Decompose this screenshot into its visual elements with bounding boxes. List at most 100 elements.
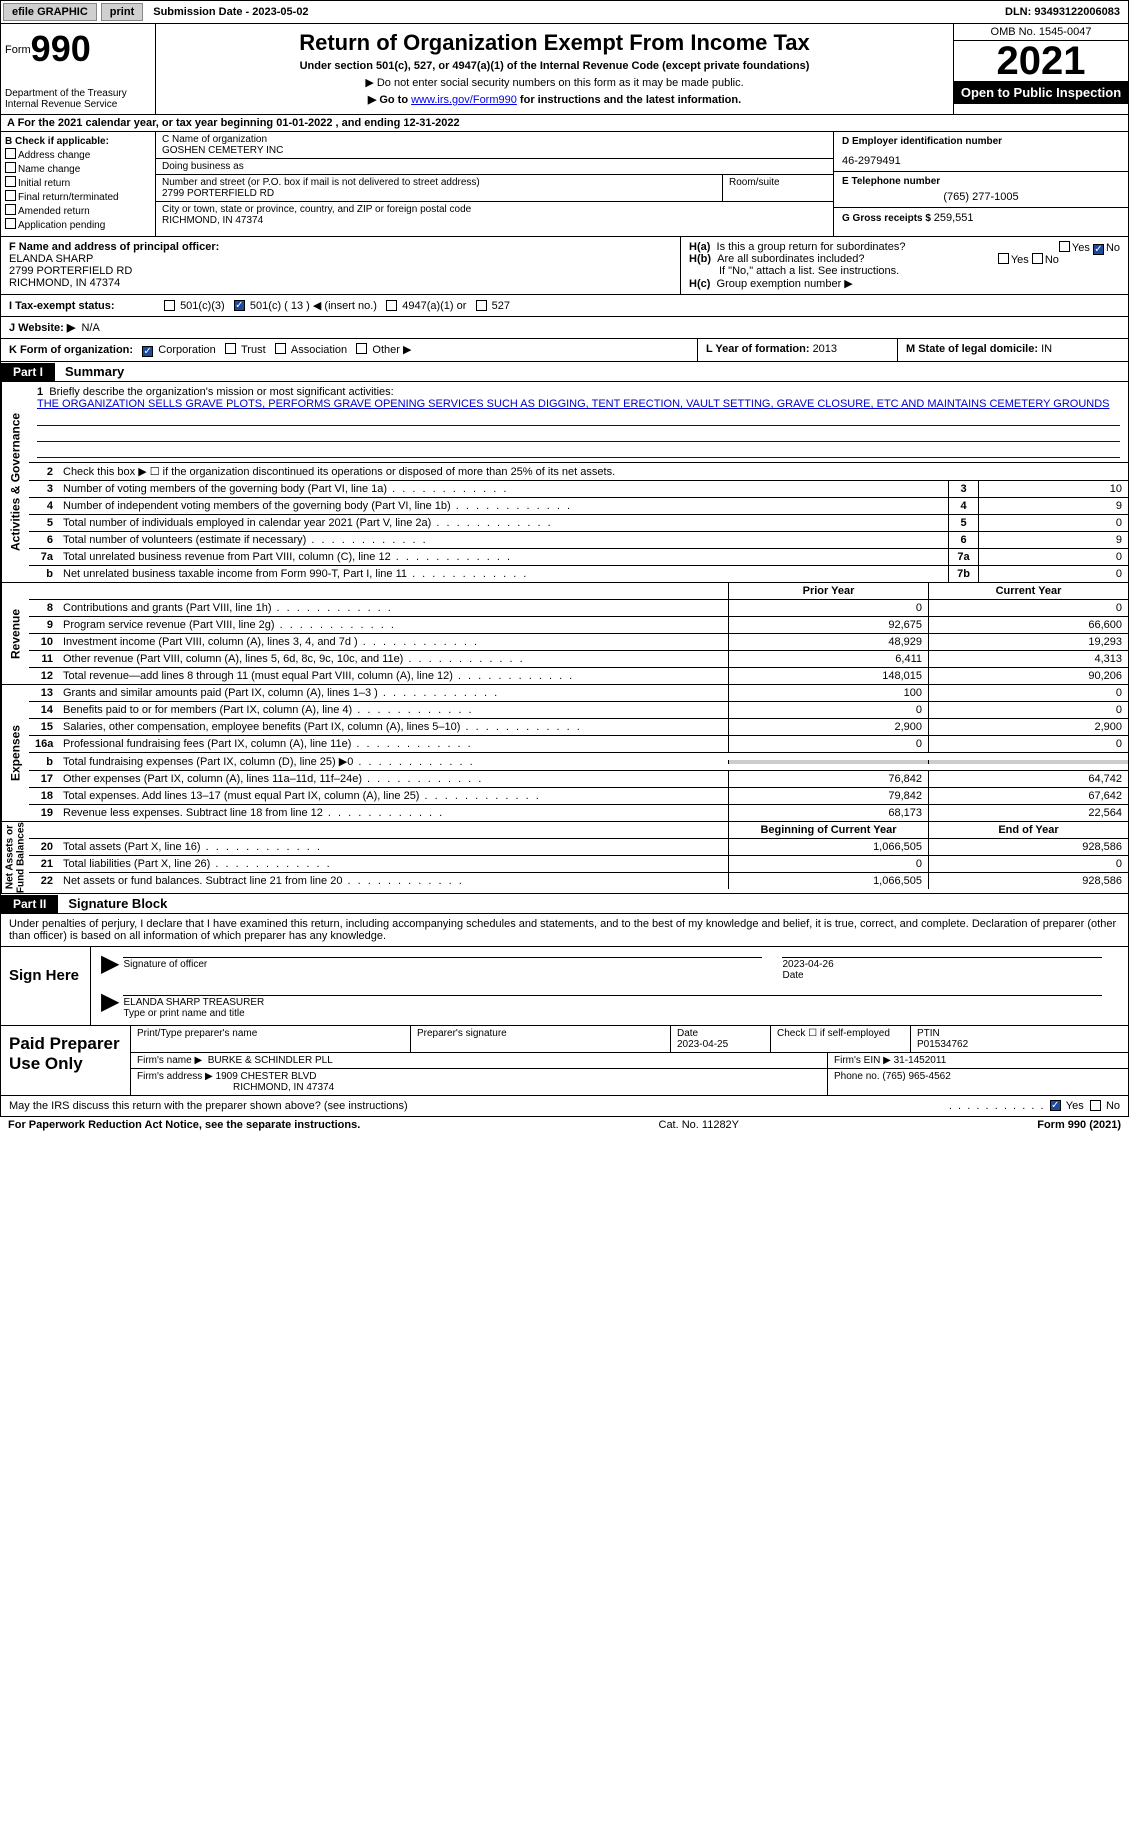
line-9: 9Program service revenue (Part VIII, lin…: [29, 617, 1128, 634]
ha-yes[interactable]: [1059, 241, 1070, 252]
hb-no[interactable]: [1032, 253, 1043, 264]
col-c-entity: C Name of organization GOSHEN CEMETERY I…: [156, 132, 833, 236]
line-22: 22Net assets or fund balances. Subtract …: [29, 873, 1128, 889]
sig-date: 2023-04-26: [782, 959, 833, 970]
form-number: Form990: [5, 28, 151, 70]
top-bar: efile GRAPHIC print Submission Date - 20…: [0, 0, 1129, 24]
form-title: Return of Organization Exempt From Incom…: [160, 30, 949, 56]
cb-amended[interactable]: [5, 204, 16, 215]
hb-yes[interactable]: [998, 253, 1009, 264]
sign-here-label: Sign Here: [1, 947, 91, 1025]
vlabel-expenses: Expenses: [1, 685, 29, 821]
line-11: 11Other revenue (Part VIII, column (A), …: [29, 651, 1128, 668]
street-label: Number and street (or P.O. box if mail i…: [162, 177, 716, 188]
ein-label: D Employer identification number: [842, 136, 1120, 147]
discuss-row: May the IRS discuss this return with the…: [0, 1096, 1129, 1117]
vlabel-activities: Activities & Governance: [1, 382, 29, 582]
cb-assoc[interactable]: [275, 343, 286, 354]
discuss-no[interactable]: [1090, 1100, 1101, 1111]
gov-line-7b: bNet unrelated business taxable income f…: [29, 566, 1128, 582]
row-j-website: J Website: ▶ N/A: [0, 317, 1129, 339]
cb-corp[interactable]: [142, 346, 153, 357]
city-label: City or town, state or province, country…: [162, 204, 827, 215]
prep-self-label: Check ☐ if self-employed: [777, 1028, 890, 1039]
gov-line-3: 3Number of voting members of the governi…: [29, 481, 1128, 498]
open-inspection: Open to Public Inspection: [954, 81, 1128, 104]
efile-button[interactable]: efile GRAPHIC: [3, 3, 97, 21]
ha-no[interactable]: [1093, 244, 1104, 255]
line-15: 15Salaries, other compensation, employee…: [29, 719, 1128, 736]
line-19: 19Revenue less expenses. Subtract line 1…: [29, 805, 1128, 821]
line-20: 20Total assets (Part X, line 16)1,066,50…: [29, 839, 1128, 856]
form-note1: ▶ Do not enter social security numbers o…: [160, 76, 949, 89]
prep-addr: 1909 CHESTER BLVD: [216, 1071, 317, 1082]
penalty-text: Under penalties of perjury, I declare th…: [0, 914, 1129, 947]
discuss-yes[interactable]: [1050, 1100, 1061, 1111]
gov-line-4: 4Number of independent voting members of…: [29, 498, 1128, 515]
revenue-col-headers: Prior Year Current Year: [29, 583, 1128, 600]
irs-link[interactable]: www.irs.gov/Form990: [411, 94, 517, 106]
gov-line-7a: 7aTotal unrelated business revenue from …: [29, 549, 1128, 566]
cb-initial-return[interactable]: [5, 176, 16, 187]
cb-app-pending[interactable]: [5, 218, 16, 229]
cb-trust[interactable]: [225, 343, 236, 354]
room-label: Room/suite: [729, 177, 827, 188]
prep-date: 2023-04-25: [677, 1039, 728, 1050]
line-10: 10Investment income (Part VIII, column (…: [29, 634, 1128, 651]
prep-firm: BURKE & SCHINDLER PLL: [208, 1055, 333, 1066]
revenue-section: Revenue Prior Year Current Year 8Contrib…: [0, 583, 1129, 685]
prep-phone: (765) 965-4562: [882, 1071, 950, 1082]
line-12: 12Total revenue—add lines 8 through 11 (…: [29, 668, 1128, 684]
line-14: 14Benefits paid to or for members (Part …: [29, 702, 1128, 719]
row-a-taxyear: A For the 2021 calendar year, or tax yea…: [0, 115, 1129, 132]
cb-name-change[interactable]: [5, 162, 16, 173]
form-note2: ▶ Go to www.irs.gov/Form990 for instruct…: [160, 93, 949, 106]
line-16a: 16aProfessional fundraising fees (Part I…: [29, 736, 1128, 753]
line-b: bTotal fundraising expenses (Part IX, co…: [29, 753, 1128, 771]
cb-527[interactable]: [476, 300, 487, 311]
form-header: Form990 Department of the Treasury Inter…: [0, 24, 1129, 115]
form-subtitle: Under section 501(c), 527, or 4947(a)(1)…: [160, 60, 949, 72]
gross-value: 259,551: [934, 212, 974, 224]
col-f-officer: F Name and address of principal officer:…: [1, 237, 681, 294]
submission-date: Submission Date - 2023-05-02: [145, 4, 316, 20]
vlabel-revenue: Revenue: [1, 583, 29, 684]
vlabel-netassets: Net Assets or Fund Balances: [1, 822, 29, 893]
line-18: 18Total expenses. Add lines 13–17 (must …: [29, 788, 1128, 805]
cb-other[interactable]: [356, 343, 367, 354]
page-footer: For Paperwork Reduction Act Notice, see …: [0, 1117, 1129, 1133]
dept-label: Department of the Treasury Internal Reve…: [5, 88, 151, 110]
sig-officer-label: Signature of officer: [123, 959, 207, 970]
sig-name: ELANDA SHARP TREASURER: [123, 997, 264, 1008]
section-bcd: B Check if applicable: Address change Na…: [0, 132, 1129, 237]
tel-value: (765) 277-1005: [842, 191, 1120, 203]
line1-mission: 1 Briefly describe the organization's mi…: [29, 382, 1128, 463]
street-value: 2799 PORTERFIELD RD: [162, 188, 716, 199]
cb-final-return[interactable]: [5, 190, 16, 201]
gross-label: G Gross receipts $: [842, 213, 934, 224]
print-button[interactable]: print: [101, 3, 143, 21]
col-h-group: H(a) Is this a group return for subordin…: [681, 237, 1128, 294]
line-17: 17Other expenses (Part IX, column (A), l…: [29, 771, 1128, 788]
tax-year: 2021: [954, 41, 1128, 81]
prep-name-label: Print/Type preparer's name: [137, 1028, 257, 1039]
cb-4947[interactable]: [386, 300, 397, 311]
col-d-ein: D Employer identification number 46-2979…: [833, 132, 1128, 236]
line-8: 8Contributions and grants (Part VIII, li…: [29, 600, 1128, 617]
row-i-status: I Tax-exempt status: 501(c)(3) 501(c) ( …: [0, 295, 1129, 317]
part1-header: Part I Summary: [0, 362, 1129, 382]
prep-ein: 31-1452011: [894, 1055, 947, 1066]
expenses-section: Expenses 13Grants and similar amounts pa…: [0, 685, 1129, 822]
org-name: GOSHEN CEMETERY INC: [162, 145, 827, 156]
sig-arrow-icon: ▶: [101, 995, 119, 1019]
cb-address-change[interactable]: [5, 148, 16, 159]
ein-value: 46-2979491: [842, 155, 1120, 167]
preparer-block: Paid Preparer Use Only Print/Type prepar…: [0, 1026, 1129, 1096]
preparer-label: Paid Preparer Use Only: [1, 1026, 131, 1095]
netassets-section: Net Assets or Fund Balances Beginning of…: [0, 822, 1129, 894]
gov-line-5: 5Total number of individuals employed in…: [29, 515, 1128, 532]
prep-ptin: P01534762: [917, 1039, 968, 1050]
cb-501c3[interactable]: [164, 300, 175, 311]
cb-501c[interactable]: [234, 300, 245, 311]
prep-sig-label: Preparer's signature: [417, 1028, 507, 1039]
